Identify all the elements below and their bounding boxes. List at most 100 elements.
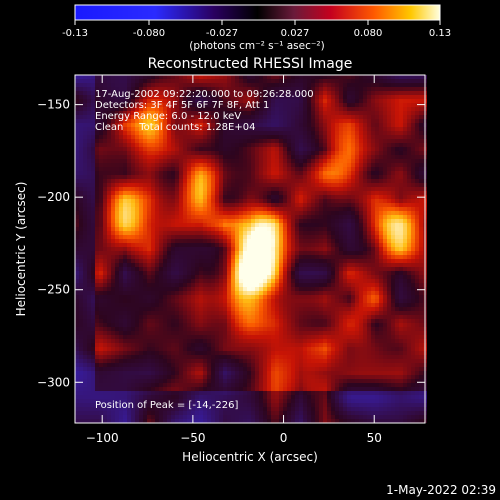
heatmap-cell bbox=[187, 167, 191, 171]
heatmap-cell bbox=[163, 419, 167, 423]
heatmap-cell bbox=[95, 399, 99, 403]
heatmap-cell bbox=[183, 219, 187, 223]
heatmap-cell bbox=[199, 331, 203, 335]
heatmap-cell bbox=[79, 239, 83, 243]
heatmap-cell bbox=[255, 187, 259, 191]
heatmap-cell bbox=[283, 347, 287, 351]
heatmap-cell bbox=[159, 203, 163, 207]
heatmap-cell bbox=[247, 131, 251, 135]
heatmap-cell bbox=[287, 131, 291, 135]
heatmap-cell bbox=[183, 195, 187, 199]
heatmap-cell bbox=[283, 327, 287, 331]
heatmap-cell bbox=[267, 283, 271, 287]
heatmap-cell bbox=[79, 411, 83, 415]
heatmap-cell bbox=[163, 387, 167, 391]
heatmap-cell bbox=[219, 367, 223, 371]
heatmap-cell bbox=[147, 83, 151, 87]
heatmap-cell bbox=[211, 271, 215, 275]
heatmap-cell bbox=[79, 343, 83, 347]
heatmap-cell bbox=[83, 95, 87, 99]
heatmap-cell bbox=[199, 399, 203, 403]
heatmap-cell bbox=[87, 175, 91, 179]
heatmap-cell bbox=[207, 91, 211, 95]
heatmap-cell bbox=[295, 419, 299, 423]
heatmap-cell bbox=[163, 263, 167, 267]
heatmap-cell bbox=[179, 127, 183, 131]
heatmap-cell bbox=[203, 243, 207, 247]
heatmap-cell bbox=[139, 231, 143, 235]
heatmap-cell bbox=[247, 235, 251, 239]
heatmap-cell bbox=[123, 179, 127, 183]
heatmap-cell bbox=[239, 159, 243, 163]
heatmap-cell bbox=[99, 139, 103, 143]
heatmap-cell bbox=[99, 131, 103, 135]
heatmap-cell bbox=[227, 231, 231, 235]
heatmap-cell bbox=[119, 283, 123, 287]
heatmap-cell bbox=[123, 407, 127, 411]
heatmap-cell bbox=[279, 403, 283, 407]
heatmap-cell bbox=[131, 419, 135, 423]
heatmap-cell bbox=[195, 163, 199, 167]
heatmap-cell bbox=[99, 111, 103, 115]
heatmap-cell bbox=[75, 251, 79, 255]
heatmap-cell bbox=[87, 291, 91, 295]
heatmap-cell bbox=[255, 103, 259, 107]
heatmap-cell bbox=[147, 351, 151, 355]
heatmap-cell bbox=[263, 251, 267, 255]
heatmap-cell bbox=[107, 307, 111, 311]
heatmap-cell bbox=[91, 271, 95, 275]
heatmap-cell bbox=[91, 415, 95, 419]
heatmap-cell bbox=[83, 283, 87, 287]
heatmap-cell bbox=[259, 203, 263, 207]
heatmap-cell bbox=[119, 119, 123, 123]
heatmap-cell bbox=[167, 327, 171, 331]
heatmap-cell bbox=[223, 323, 227, 327]
heatmap-cell bbox=[267, 419, 271, 423]
heatmap-cell bbox=[243, 79, 247, 83]
heatmap-cell bbox=[131, 407, 135, 411]
heatmap-cell bbox=[159, 167, 163, 171]
heatmap-cell bbox=[183, 375, 187, 379]
heatmap-cell bbox=[195, 295, 199, 299]
heatmap-cell bbox=[199, 347, 203, 351]
heatmap-cell bbox=[187, 187, 191, 191]
heatmap-cell bbox=[139, 287, 143, 291]
heatmap-cell bbox=[303, 131, 307, 135]
heatmap-cell bbox=[287, 303, 291, 307]
heatmap-cell bbox=[263, 331, 267, 335]
heatmap-cell bbox=[231, 267, 235, 271]
heatmap-cell bbox=[83, 219, 87, 223]
heatmap-cell bbox=[115, 143, 119, 147]
heatmap-cell bbox=[303, 103, 307, 107]
heatmap-cell bbox=[183, 95, 187, 99]
heatmap-cell bbox=[195, 387, 199, 391]
heatmap-cell bbox=[151, 187, 155, 191]
heatmap-cell bbox=[215, 407, 219, 411]
heatmap-cell bbox=[287, 219, 291, 223]
heatmap-cell bbox=[155, 251, 159, 255]
heatmap-cell bbox=[211, 291, 215, 295]
heatmap-cell bbox=[207, 271, 211, 275]
heatmap-cell bbox=[135, 335, 139, 339]
heatmap-cell bbox=[155, 347, 159, 351]
heatmap-cell bbox=[107, 359, 111, 363]
heatmap-cell bbox=[87, 299, 91, 303]
heatmap-cell bbox=[223, 399, 227, 403]
heatmap-cell bbox=[235, 411, 239, 415]
heatmap-cell bbox=[259, 239, 263, 243]
heatmap-cell bbox=[75, 411, 79, 415]
heatmap-cell bbox=[287, 175, 291, 179]
heatmap-cell bbox=[123, 211, 127, 215]
heatmap-cell bbox=[203, 419, 207, 423]
heatmap-cell bbox=[255, 183, 259, 187]
heatmap-cell bbox=[243, 75, 247, 79]
heatmap-cell bbox=[207, 211, 211, 215]
heatmap-cell bbox=[83, 139, 87, 143]
heatmap-cell bbox=[255, 127, 259, 131]
heatmap-cell bbox=[219, 75, 223, 79]
heatmap-cell bbox=[295, 219, 299, 223]
heatmap-cell bbox=[147, 283, 151, 287]
heatmap-cell bbox=[247, 287, 251, 291]
heatmap-cell bbox=[87, 151, 91, 155]
heatmap-cell bbox=[131, 235, 135, 239]
